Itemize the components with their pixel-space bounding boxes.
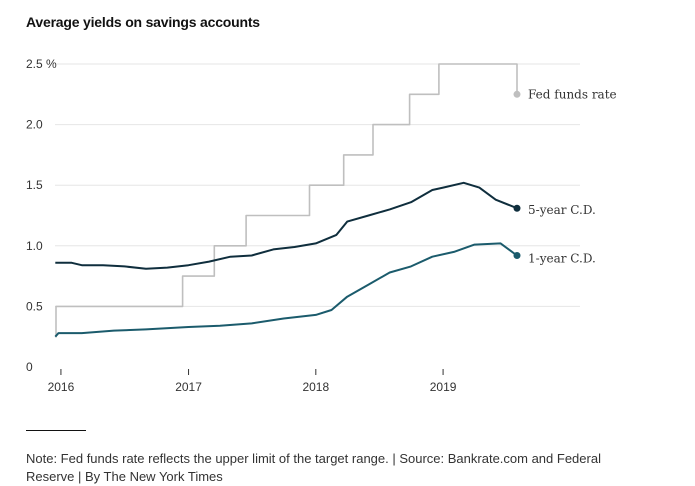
series-end-point bbox=[513, 90, 521, 98]
series-line bbox=[55, 63, 518, 338]
series-labels: Fed funds rate 5-year C.D. 1-year C.D. bbox=[528, 87, 617, 265]
y-tick-label: 1.5 bbox=[26, 178, 43, 192]
x-tick-label: 2018 bbox=[302, 380, 329, 394]
footer-divider bbox=[26, 430, 86, 431]
series-label: 1-year C.D. bbox=[528, 251, 596, 265]
line-chart: 0 0.5 1.0 1.5 2.0 2.5 % 2016 2017 2018 2019 Fed … bbox=[26, 57, 617, 394]
series-label: 5-year C.D. bbox=[528, 203, 596, 217]
x-tick-label: 2017 bbox=[175, 380, 202, 394]
series-lines bbox=[54, 63, 521, 338]
x-tick-label: 2019 bbox=[430, 380, 457, 394]
footnote: Note: Fed funds rate reflects the upper … bbox=[26, 451, 601, 484]
y-tick-label: 2.0 bbox=[26, 118, 43, 132]
x-axis: 2016 2017 2018 2019 bbox=[48, 369, 457, 394]
y-tick-label: 2.5 % bbox=[26, 57, 57, 71]
y-tick-label: 1.0 bbox=[26, 239, 43, 253]
series-label: Fed funds rate bbox=[528, 87, 617, 101]
series-end-point bbox=[513, 251, 521, 259]
series-line bbox=[54, 242, 518, 338]
y-axis: 0 0.5 1.0 1.5 2.0 2.5 % bbox=[26, 57, 57, 374]
chart-title: Average yields on savings accounts bbox=[26, 14, 260, 30]
y-tick-label: 0 bbox=[26, 360, 33, 374]
x-tick-label: 2016 bbox=[48, 380, 75, 394]
y-tick-label: 0.5 bbox=[26, 299, 43, 313]
series-line bbox=[55, 181, 518, 270]
series-end-point bbox=[513, 204, 521, 212]
